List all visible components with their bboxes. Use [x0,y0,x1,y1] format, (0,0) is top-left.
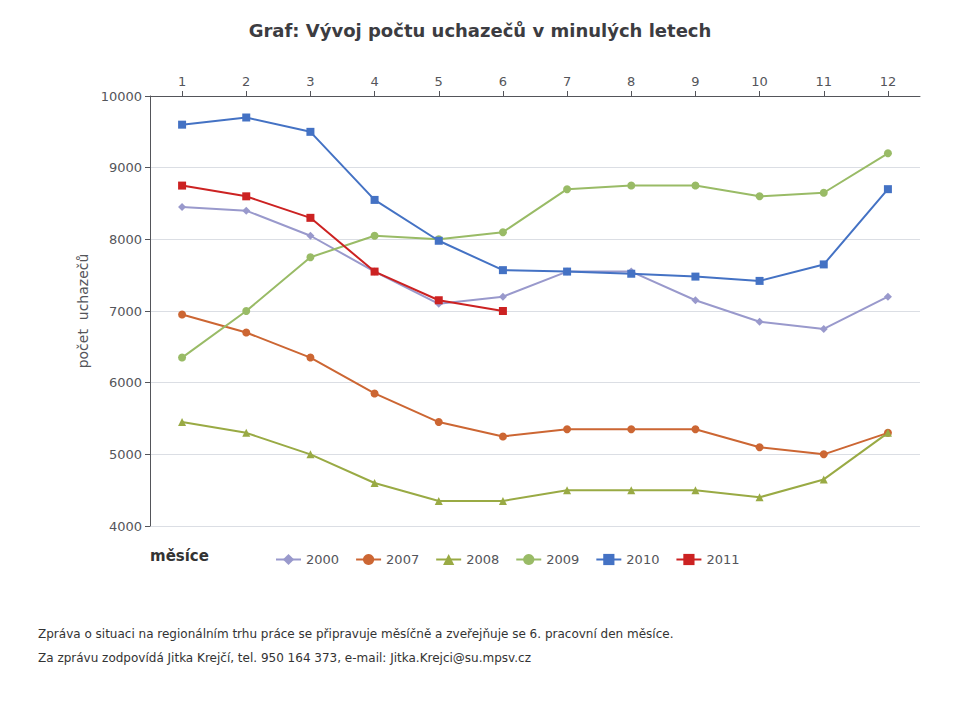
svg-text:7000: 7000 [109,304,142,319]
svg-text:10000: 10000 [101,89,142,104]
svg-text:měsíce: měsíce [150,547,209,565]
svg-text:2: 2 [242,74,250,89]
svg-text:9000: 9000 [109,160,142,175]
svg-text:3: 3 [306,74,314,89]
svg-text:10: 10 [751,74,768,89]
svg-text:6000: 6000 [109,375,142,390]
svg-text:2000: 2000 [306,552,339,567]
svg-text:8: 8 [627,74,635,89]
svg-text:7: 7 [563,74,571,89]
svg-text:5000: 5000 [109,447,142,462]
svg-text:Graf: Vývoj počtu uchazečů v m: Graf: Vývoj počtu uchazečů v minulých le… [249,20,712,41]
svg-text:5: 5 [435,74,443,89]
svg-text:2010: 2010 [626,552,659,567]
svg-text:Zpráva o situaci na regionální: Zpráva o situaci na regionálním trhu prá… [38,627,673,641]
svg-text:2011: 2011 [706,552,739,567]
svg-text:2007: 2007 [386,552,419,567]
svg-text:2009: 2009 [546,552,579,567]
svg-text:4000: 4000 [109,519,142,534]
svg-text:4: 4 [370,74,378,89]
svg-text:9: 9 [691,74,699,89]
svg-text:1: 1 [178,74,186,89]
svg-text:počet uchazečů: počet uchazečů [75,254,91,369]
svg-text:12: 12 [880,74,897,89]
svg-text:Za zprávu zodpovídá Jitka Krej: Za zprávu zodpovídá Jitka Krejčí, tel. 9… [38,651,531,665]
svg-text:8000: 8000 [109,232,142,247]
svg-text:2008: 2008 [466,552,499,567]
svg-text:11: 11 [815,74,832,89]
svg-text:6: 6 [499,74,507,89]
